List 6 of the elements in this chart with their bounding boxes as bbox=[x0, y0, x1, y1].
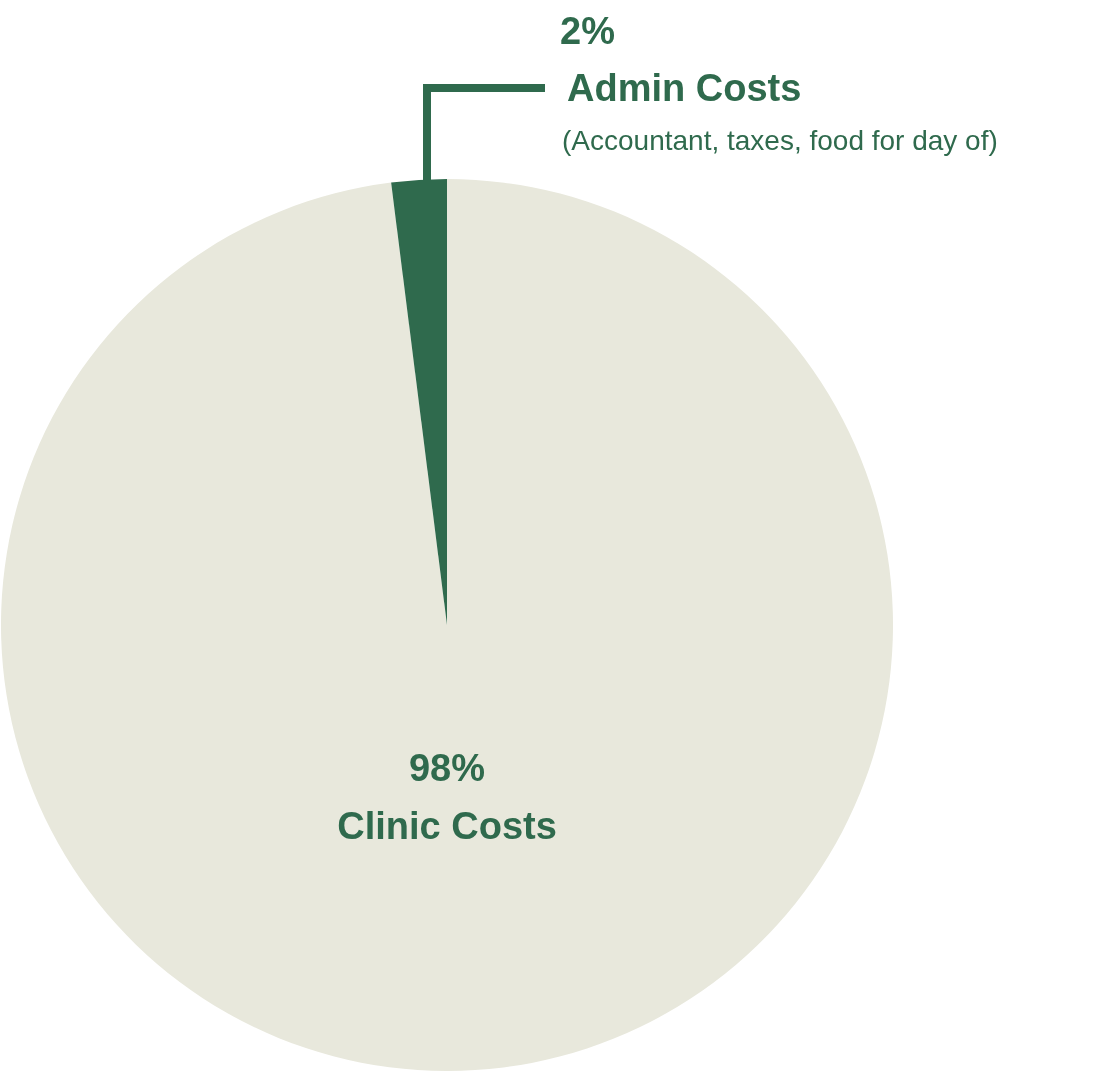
slice-label: Admin Costs bbox=[567, 67, 802, 109]
text: (Accountant, taxes, food for day of) bbox=[562, 125, 998, 156]
pie-slice bbox=[1, 179, 893, 1071]
slice-label: Clinic Costs bbox=[337, 805, 557, 847]
data-label: 98% bbox=[408, 747, 486, 789]
data-label: 2% bbox=[560, 10, 615, 52]
